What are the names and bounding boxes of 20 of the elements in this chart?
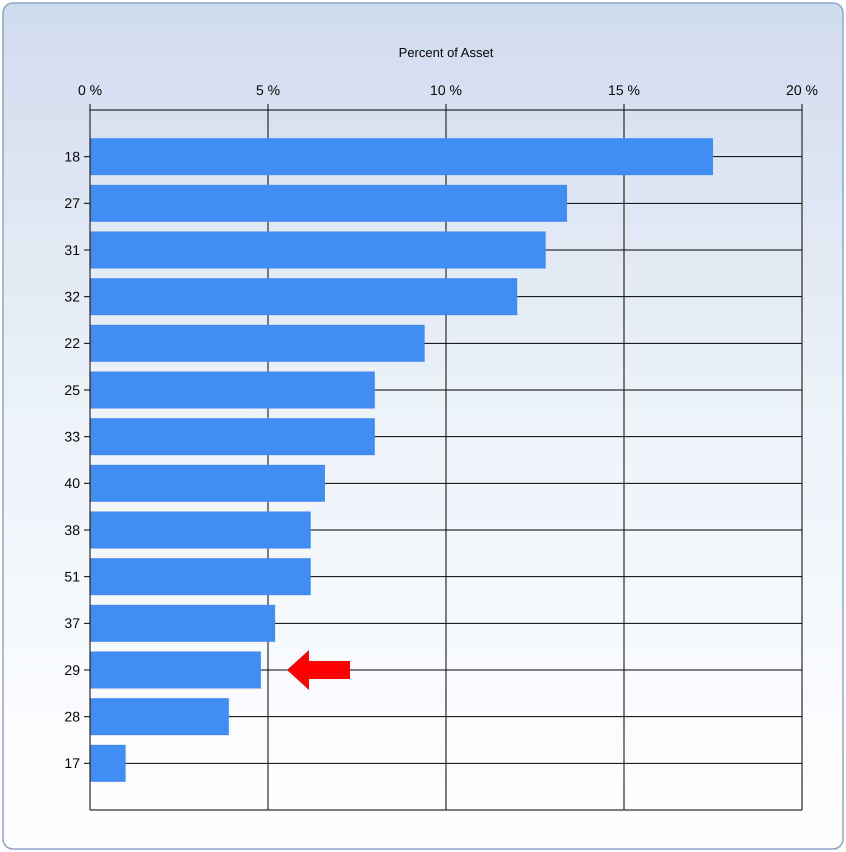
x-tick-label: 15 % (608, 82, 640, 98)
y-tick-label: 31 (64, 242, 80, 258)
y-tick-label: 37 (64, 615, 80, 632)
y-tick-label: 22 (64, 335, 80, 352)
y-tick-label: 18 (64, 148, 80, 165)
x-axis-title: Percent of Asset (398, 45, 494, 60)
x-tick-label: 0 % (78, 82, 102, 98)
y-tick-label: 40 (64, 475, 80, 492)
y-tick-label: 17 (64, 755, 80, 772)
y-tick-label: 27 (64, 195, 80, 212)
y-tick-label: 38 (64, 522, 80, 538)
x-tick-label: 5 % (256, 82, 280, 98)
y-tick-label: 33 (64, 428, 80, 445)
y-tick-label: 29 (64, 662, 80, 678)
y-tick-label: 51 (64, 568, 80, 585)
x-tick-label: 20 % (786, 82, 818, 98)
x-tick-label: 10 % (430, 82, 462, 98)
y-tick-label: 25 (64, 382, 80, 398)
y-tick-label: 28 (64, 708, 80, 725)
y-tick-label: 32 (64, 288, 80, 305)
